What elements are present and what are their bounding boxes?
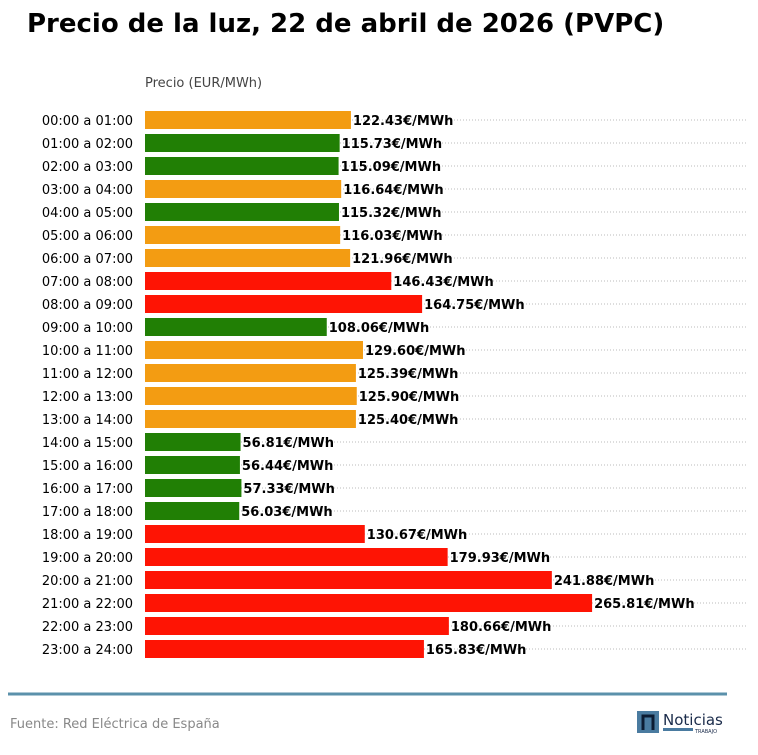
value-label: 115.73€/MWh [342, 137, 443, 152]
chart-title: Precio de la luz, 22 de abril de 2026 (P… [27, 9, 664, 39]
source-text: Fuente: Red Eléctrica de España [10, 717, 220, 732]
gridlines [145, 119, 748, 650]
bar [145, 134, 340, 152]
y-tick-label: 11:00 a 12:00 [42, 367, 133, 382]
value-label: 125.39€/MWh [358, 367, 459, 382]
y-tick-label: 14:00 a 15:00 [42, 436, 133, 451]
bar [145, 157, 339, 175]
bar [145, 272, 392, 290]
value-label: 122.43€/MWh [353, 114, 454, 129]
bar [145, 502, 240, 520]
bar [145, 571, 552, 589]
y-tick-label: 09:00 a 10:00 [42, 321, 133, 336]
y-tick-label: 13:00 a 14:00 [42, 413, 133, 428]
y-tick-label: 05:00 a 06:00 [42, 229, 133, 244]
value-label: 115.09€/MWh [341, 160, 442, 175]
logo-subtext: TRABAJO [694, 729, 717, 735]
logo-text: Noticias [663, 711, 723, 729]
y-tick-label: 15:00 a 16:00 [42, 459, 133, 474]
bar [145, 433, 241, 451]
x-axis-label: Precio (EUR/MWh) [145, 76, 262, 91]
bar [145, 525, 365, 543]
y-tick-label: 18:00 a 19:00 [42, 528, 133, 543]
bar [145, 111, 351, 129]
value-label: 116.64€/MWh [343, 183, 444, 198]
value-label: 56.81€/MWh [243, 436, 334, 451]
value-label: 179.93€/MWh [450, 551, 551, 566]
bar [145, 594, 593, 612]
y-tick-label: 06:00 a 07:00 [42, 252, 133, 267]
value-label: 121.96€/MWh [352, 252, 453, 267]
bar [145, 249, 351, 267]
y-tick-label: 22:00 a 23:00 [42, 620, 133, 635]
bar [145, 341, 363, 359]
y-tick-label: 08:00 a 09:00 [42, 298, 133, 313]
value-label: 56.03€/MWh [241, 505, 332, 520]
y-tick-label: 12:00 a 13:00 [42, 390, 133, 405]
bar [145, 295, 423, 313]
value-label: 165.83€/MWh [426, 643, 526, 658]
bar [145, 456, 240, 474]
value-label: 265.81€/MWh [594, 597, 695, 612]
y-tick-label: 04:00 a 05:00 [42, 206, 133, 221]
y-tick-label: 23:00 a 24:00 [42, 643, 133, 658]
y-tick-label: 03:00 a 04:00 [42, 183, 133, 198]
y-tick-label: 20:00 a 21:00 [42, 574, 133, 589]
value-label: 56.44€/MWh [242, 459, 333, 474]
bars [145, 111, 593, 658]
bar [145, 203, 339, 221]
y-tick-label: 02:00 a 03:00 [42, 160, 133, 175]
y-tick-labels: 00:00 a 01:00 01:00 a 02:00 02:00 a 03:00 0… [42, 114, 133, 658]
bar [145, 364, 356, 382]
y-tick-label: 00:00 a 01:00 [42, 114, 133, 129]
y-tick-label: 19:00 a 20:00 [42, 551, 133, 566]
y-tick-label: 17:00 a 18:00 [42, 505, 133, 520]
value-label: 146.43€/MWh [393, 275, 494, 290]
value-label: 130.67€/MWh [367, 528, 468, 543]
y-tick-label: 07:00 a 08:00 [42, 275, 133, 290]
bar [145, 548, 448, 566]
value-labels: 122.43€/MWh 115.73€/MWh 115.09€/MWh 116.64€… [241, 114, 694, 658]
bar [145, 410, 356, 428]
bar [145, 617, 449, 635]
bar [145, 387, 357, 405]
value-label: 129.60€/MWh [365, 344, 466, 359]
bar [145, 479, 242, 497]
value-label: 116.03€/MWh [342, 229, 443, 244]
value-label: 57.33€/MWh [243, 482, 334, 497]
value-label: 180.66€/MWh [451, 620, 552, 635]
value-label: 115.32€/MWh [341, 206, 442, 221]
y-tick-label: 01:00 a 02:00 [42, 137, 133, 152]
logo: Noticias TRABAJO [637, 711, 723, 735]
bar [145, 180, 342, 198]
bar [145, 226, 341, 244]
y-tick-label: 21:00 a 22:00 [42, 597, 133, 612]
value-label: 125.40€/MWh [358, 413, 459, 428]
value-label: 125.90€/MWh [359, 390, 460, 405]
bar [145, 640, 424, 658]
bar [145, 318, 327, 336]
value-label: 108.06€/MWh [329, 321, 430, 336]
y-tick-label: 16:00 a 17:00 [42, 482, 133, 497]
value-label: 164.75€/MWh [424, 298, 525, 313]
value-label: 241.88€/MWh [554, 574, 655, 589]
y-tick-label: 10:00 a 11:00 [42, 344, 133, 359]
